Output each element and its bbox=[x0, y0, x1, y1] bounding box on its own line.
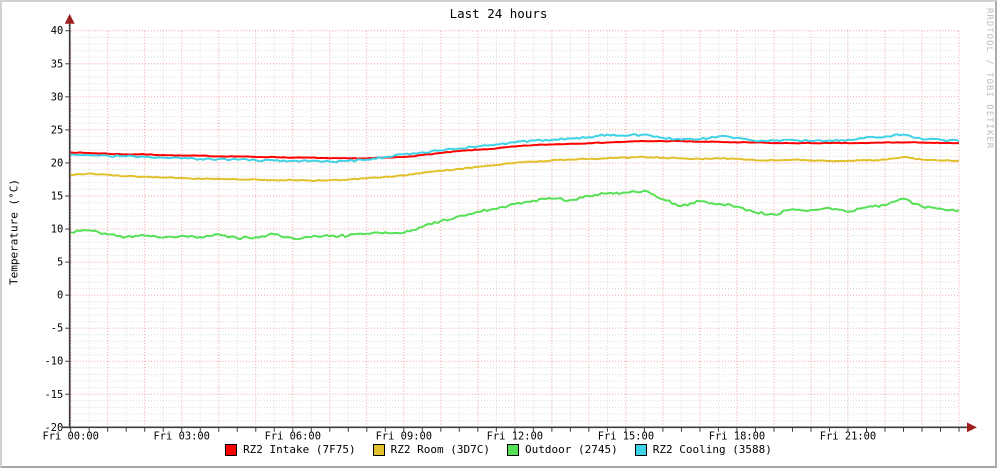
series-line-outdoor-2745 bbox=[70, 189, 960, 241]
legend-label: RZ2 Cooling (3588) bbox=[652, 443, 772, 456]
svg-text:Fri 06:00: Fri 06:00 bbox=[265, 431, 321, 443]
legend-swatch-icon bbox=[372, 443, 385, 456]
svg-text:-5: -5 bbox=[51, 323, 64, 335]
svg-text:10: 10 bbox=[51, 224, 64, 236]
legend-label: Outdoor (2745) bbox=[525, 443, 618, 456]
svg-text:Fri 00:00: Fri 00:00 bbox=[42, 431, 98, 443]
grid-major bbox=[70, 30, 960, 428]
series-lines bbox=[70, 133, 960, 241]
chart-legend: RZ2 Intake (7F75) RZ2 Room (3D7C) Outdoor … bbox=[2, 443, 995, 456]
svg-text:15: 15 bbox=[51, 190, 64, 202]
series-line-rz2-cooling-3588 bbox=[70, 133, 960, 164]
svg-text:-20: -20 bbox=[44, 422, 63, 434]
svg-text:20: 20 bbox=[51, 157, 64, 169]
legend-swatch-icon bbox=[225, 443, 238, 456]
svg-text:Fri 18:00: Fri 18:00 bbox=[709, 431, 765, 443]
svg-text:Fri 03:00: Fri 03:00 bbox=[154, 431, 210, 443]
legend-swatch-icon bbox=[634, 443, 647, 456]
legend-swatch-icon bbox=[507, 443, 519, 456]
axes bbox=[62, 13, 977, 433]
chart-title: Last 24 hours bbox=[449, 6, 548, 21]
svg-text:25: 25 bbox=[51, 124, 64, 136]
x-axis-arrow-icon bbox=[966, 422, 977, 433]
y-tick-labels: -20 -15 -10 -5 0 5 10 15 20 25 30 35 40 bbox=[44, 25, 63, 434]
x-tick-labels: Fri 00:00 Fri 03:00 Fri 06:00 Fri 09:00 Fri … bbox=[42, 431, 876, 443]
svg-text:Fri 12:00: Fri 12:00 bbox=[487, 431, 543, 443]
svg-text:-15: -15 bbox=[44, 389, 63, 401]
svg-text:30: 30 bbox=[51, 91, 64, 103]
series-line-rz2-intake-7f75 bbox=[70, 139, 960, 160]
legend-label: RZ2 Intake (7F75) bbox=[243, 443, 356, 456]
legend-item-rz2-room-3d7c: RZ2 Room (3D7C) bbox=[372, 443, 490, 456]
svg-text:0: 0 bbox=[57, 290, 63, 302]
svg-text:Fri 15:00: Fri 15:00 bbox=[598, 431, 654, 443]
svg-text:-10: -10 bbox=[44, 356, 63, 368]
legend-label: RZ2 Room (3D7C) bbox=[390, 443, 490, 456]
svg-text:Fri 09:00: Fri 09:00 bbox=[376, 431, 432, 443]
svg-text:Fri 21:00: Fri 21:00 bbox=[820, 431, 876, 443]
series-line-rz2-room-3d7c bbox=[70, 155, 960, 183]
legend-item-rz2-intake-7f75: RZ2 Intake (7F75) bbox=[225, 443, 356, 456]
svg-text:35: 35 bbox=[51, 58, 64, 70]
rrdtool-watermark: RRDTOOL / TOBI OETIKER bbox=[984, 8, 994, 150]
svg-text:5: 5 bbox=[57, 257, 63, 269]
y-axis-arrow-icon bbox=[64, 13, 75, 24]
legend-item-rz2-cooling-3588: RZ2 Cooling (3588) bbox=[634, 443, 772, 456]
svg-text:40: 40 bbox=[51, 25, 64, 37]
legend-item-outdoor-2745: Outdoor (2745) bbox=[507, 443, 618, 456]
